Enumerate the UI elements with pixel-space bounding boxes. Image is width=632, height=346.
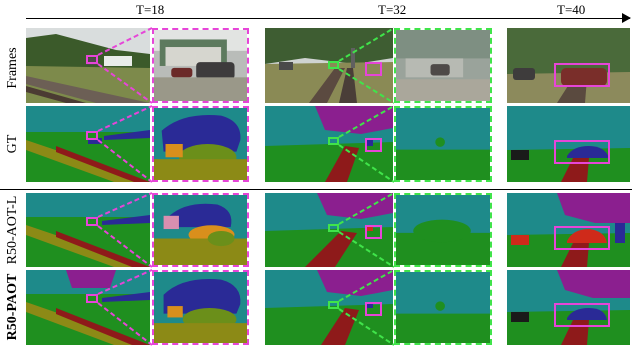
- aot-t18: [26, 193, 150, 267]
- zoom-box-t18-gt: [86, 131, 98, 140]
- object-box-t40-frame: [554, 63, 610, 87]
- object-box-t40-paot: [554, 303, 610, 327]
- zoom-inset-t32-frame: [394, 28, 492, 103]
- zoom-inset-t32-paot: [394, 270, 492, 345]
- zoom-box-t32-gt: [328, 137, 339, 145]
- timestep-label-18: T=18: [136, 2, 165, 17]
- gt-t18: [26, 106, 150, 182]
- object-box-t32-paot: [365, 302, 382, 316]
- group-separator: [0, 189, 632, 190]
- zoom-inset-t18-aot: [152, 193, 249, 267]
- paot-t40: [507, 270, 630, 345]
- zoom-inset-t32-aot: [394, 193, 492, 267]
- frame-t18: [26, 28, 150, 103]
- timestep-label-40: T=40: [557, 2, 586, 17]
- object-box-t32-frame: [365, 62, 382, 76]
- object-box-t32-aot: [365, 225, 382, 239]
- timestep-label-32: T=32: [378, 2, 407, 17]
- row-label-gt: GT: [5, 134, 20, 154]
- zoom-inset-t18-gt: [152, 106, 249, 182]
- zoom-inset-t18-frame: [152, 28, 249, 103]
- time-axis-arrowhead: [622, 13, 631, 23]
- zoom-box-t32-frame: [328, 61, 339, 69]
- row-label-paot: R50-PAOT: [5, 273, 20, 341]
- zoom-box-t18-frame: [86, 55, 98, 64]
- object-box-t40-gt: [554, 140, 610, 164]
- object-box-t32-gt: [365, 138, 382, 152]
- zoom-inset-t18-paot: [152, 270, 249, 345]
- object-box-t40-aot: [554, 226, 610, 250]
- zoom-box-t32-paot: [328, 301, 339, 309]
- zoom-inset-t32-gt: [394, 106, 492, 182]
- zoom-box-t18-aot: [86, 217, 98, 226]
- paot-t18: [26, 270, 150, 345]
- zoom-box-t32-aot: [328, 224, 339, 232]
- row-label-frames: Frames: [5, 47, 20, 89]
- time-axis: [26, 18, 630, 19]
- zoom-box-t18-paot: [86, 294, 98, 303]
- row-label-aot: R50-AOT-L: [5, 195, 20, 265]
